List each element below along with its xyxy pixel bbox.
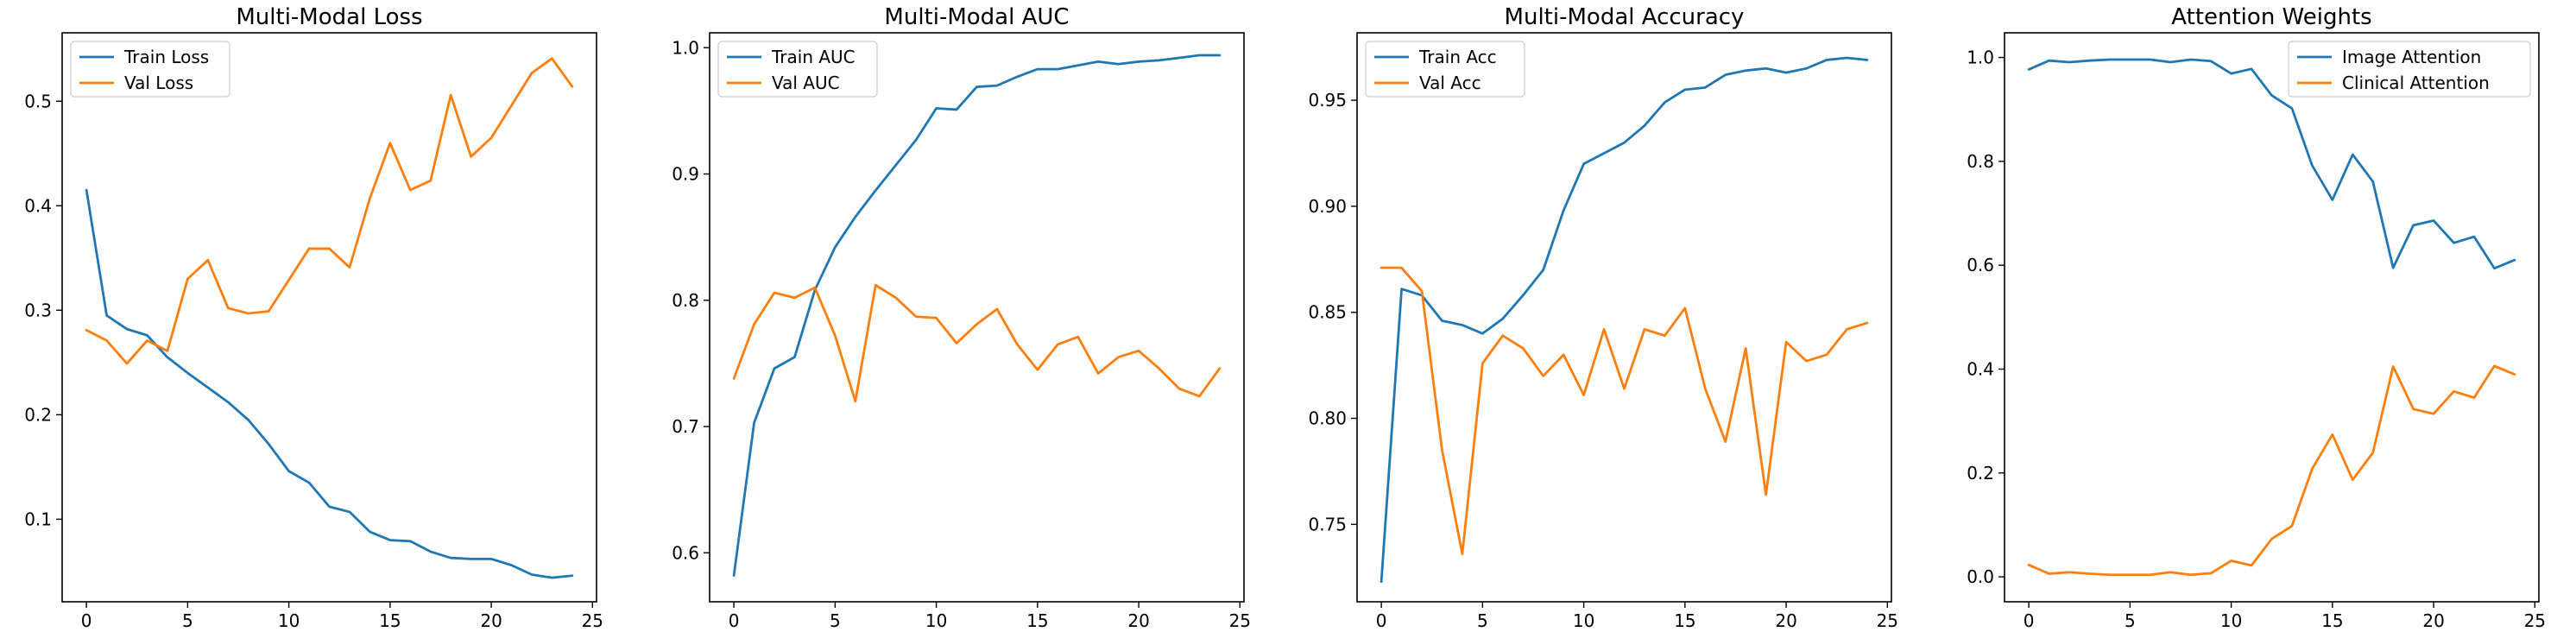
x-tick-label: 20 — [2422, 610, 2444, 631]
series-line-train-acc — [1380, 56, 1869, 584]
x-tick-label: 10 — [2220, 610, 2242, 631]
series-line-val-loss — [85, 57, 574, 365]
x-tick-label: 0 — [2024, 610, 2035, 631]
series-line-val-acc — [1380, 266, 1869, 556]
x-tick-label: 20 — [1127, 610, 1149, 631]
chart-panel-3: Multi-Modal Accuracy 0 5 10 15 20 25 0.75 0.80 0.… — [1308, 4, 1898, 631]
x-tick-label: 15 — [2321, 610, 2343, 631]
chart-title: Multi-Modal Accuracy — [1505, 4, 1745, 30]
legend-label: Image Attention — [2342, 47, 2481, 67]
legend-label: Train AUC — [771, 47, 856, 67]
x-tick-label: 5 — [2125, 610, 2136, 631]
x-tick-label: 0 — [1376, 610, 1387, 631]
x-tick-label: 10 — [925, 610, 947, 631]
x-tick-label: 0 — [81, 610, 92, 631]
x-tick-label: 15 — [379, 610, 401, 631]
chart-title: Attention Weights — [2171, 4, 2371, 30]
y-tick-label: 0.6 — [672, 542, 699, 563]
y-tick-label: 0.7 — [672, 416, 699, 437]
legend: Train AUC Val AUC — [717, 41, 878, 98]
x-tick-label: 25 — [582, 610, 603, 631]
series-line-image-attention — [2027, 58, 2516, 270]
y-tick-label: 0.4 — [1967, 359, 1994, 380]
y-tick-label: 0.75 — [1308, 514, 1347, 534]
legend-label: Train Loss — [123, 47, 209, 67]
y-tick-label: 0.80 — [1308, 408, 1347, 429]
x-tick-label: 20 — [1775, 610, 1796, 631]
x-tick-label: 15 — [1026, 610, 1048, 631]
y-tick-label: 0.4 — [24, 195, 52, 216]
y-tick-label: 0.1 — [24, 509, 52, 529]
chart-title: Multi-Modal AUC — [884, 4, 1069, 30]
y-tick-label: 0.8 — [1967, 151, 1994, 172]
legend-label: Val Loss — [124, 73, 193, 93]
plot-frame — [61, 32, 597, 603]
y-tick-label: 0.9 — [672, 164, 699, 185]
series-line-train-auc — [732, 54, 1222, 577]
legend-label: Train Acc — [1418, 47, 1497, 67]
legend-box — [2288, 41, 2531, 98]
series-line-val-auc — [732, 283, 1222, 403]
legend-label: Clinical Attention — [2342, 73, 2490, 93]
y-tick-label: 1.0 — [1967, 47, 1994, 68]
y-tick-label: 0.5 — [24, 91, 52, 111]
x-tick-label: 5 — [830, 610, 841, 631]
y-tick-label: 0.0 — [1967, 566, 1994, 587]
y-tick-label: 0.2 — [1967, 463, 1994, 483]
chart-title: Multi-Modal Loss — [236, 4, 422, 30]
chart-panel-1: Multi-Modal Loss 0 5 10 15 20 25 0.1 0.2 0.3 0.4 0.… — [24, 4, 603, 631]
y-tick-label: 0.8 — [672, 290, 699, 311]
y-tick-label: 0.90 — [1308, 196, 1347, 217]
x-tick-label: 25 — [2524, 610, 2546, 631]
legend: Image Attention Clinical Attention — [2288, 41, 2531, 98]
plot-frame — [2004, 32, 2540, 603]
legend-label: Val Acc — [1419, 73, 1481, 93]
plot-frame — [1356, 32, 1892, 603]
x-tick-label: 10 — [278, 610, 300, 631]
x-tick-label: 10 — [1573, 610, 1594, 631]
series-line-train-loss — [85, 188, 574, 579]
legend: Train Loss Val Loss — [70, 41, 230, 98]
legend: Train Acc Val Acc — [1365, 41, 1525, 98]
legend-label: Val AUC — [772, 73, 840, 93]
x-tick-label: 20 — [480, 610, 502, 631]
plot-frame — [709, 32, 1245, 603]
x-tick-label: 25 — [1877, 610, 1898, 631]
chart-panel-4: Attention Weights 0 5 10 15 20 25 0.0 0.2 0.4 0.6 0… — [1967, 4, 2546, 631]
y-tick-label: 0.95 — [1308, 90, 1347, 111]
x-tick-label: 25 — [1229, 610, 1251, 631]
x-tick-label: 15 — [1674, 610, 1695, 631]
y-tick-label: 0.6 — [1967, 255, 1994, 275]
y-tick-label: 0.3 — [24, 300, 52, 320]
y-tick-label: 1.0 — [672, 37, 699, 58]
chart-panel-2: Multi-Modal AUC 0 5 10 15 20 25 0.6 0.7 0.8 0.9 1.0… — [672, 4, 1251, 631]
x-tick-label: 5 — [182, 610, 193, 631]
x-tick-label: 5 — [1477, 610, 1488, 631]
series-line-clinical-attention — [2027, 364, 2516, 577]
y-tick-label: 0.85 — [1308, 302, 1347, 323]
y-tick-label: 0.2 — [24, 404, 52, 425]
x-tick-label: 0 — [729, 610, 740, 631]
